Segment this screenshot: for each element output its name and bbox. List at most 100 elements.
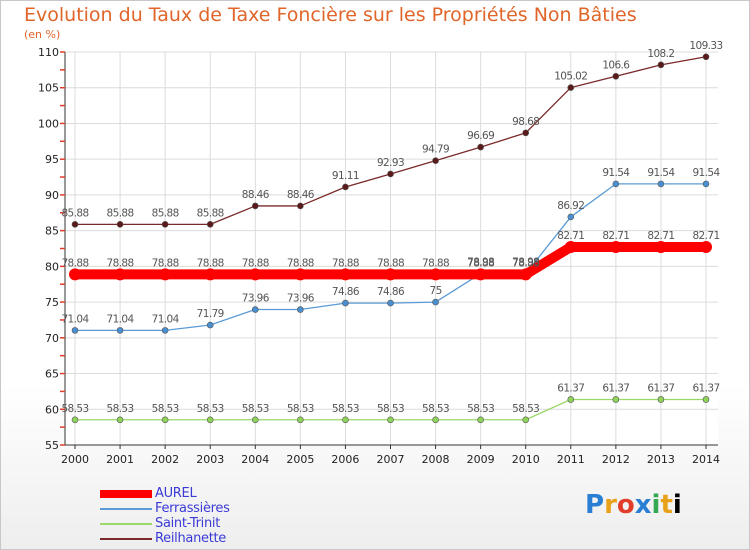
data-label: 92.93 <box>377 157 404 169</box>
data-label: 86.92 <box>557 200 584 212</box>
data-label: 85.88 <box>61 207 88 219</box>
data-point <box>702 180 710 188</box>
data-point <box>206 221 214 228</box>
data-label: 73.96 <box>287 293 315 305</box>
data-labels: 78.88 78.88 78.88 78.88 78.88 78.88 78.88 78.88… <box>61 40 723 415</box>
data-label: 71.79 <box>197 308 224 320</box>
data-point <box>159 268 172 281</box>
data-label: 78.88 <box>107 257 134 269</box>
data-point <box>429 268 442 281</box>
data-label: 88.46 <box>287 189 315 201</box>
data-point <box>251 416 259 424</box>
data-point <box>564 240 577 253</box>
data-label: 78.88 <box>287 257 314 269</box>
y-tick-label: 85 <box>45 225 59 238</box>
data-label: 91.11 <box>332 170 359 182</box>
data-point <box>251 306 259 313</box>
data-label: 91.54 <box>602 167 630 179</box>
x-tick-label: 2011 <box>557 453 585 466</box>
data-point <box>297 416 304 424</box>
data-point <box>251 202 259 210</box>
data-label: 82.71 <box>602 230 629 242</box>
data-label: 78.98 <box>467 257 494 269</box>
data-label: 74.86 <box>377 286 405 298</box>
y-tick-label: 105 <box>38 82 59 95</box>
data-point <box>342 299 349 307</box>
data-point <box>387 170 394 178</box>
axes: 55 60 65 70 75 80 85 90 95 100 105 110 2000 2001 2002 2… <box>38 46 720 466</box>
data-point <box>612 180 620 188</box>
x-tick-label: 2013 <box>647 453 675 466</box>
data-point <box>612 72 620 80</box>
data-label: 61.37 <box>602 382 629 394</box>
data-point <box>567 84 575 91</box>
data-label: 108.2 <box>647 48 674 60</box>
data-point <box>432 416 439 424</box>
series <box>69 53 712 424</box>
x-tick-label: 2008 <box>422 453 450 466</box>
x-tick-label: 2009 <box>467 453 495 466</box>
legend-label: Reilhanette <box>155 531 227 546</box>
x-tick-label: 2000 <box>61 453 89 466</box>
data-label: 71.04 <box>152 313 180 325</box>
x-tick-label: 2005 <box>286 453 314 466</box>
data-label: 58.53 <box>377 403 404 415</box>
data-label: 91.54 <box>692 167 720 179</box>
data-point <box>114 268 127 281</box>
x-tick-label: 2003 <box>196 453 224 466</box>
data-label: 94.79 <box>422 144 449 156</box>
y-tick-label: 60 <box>45 403 59 416</box>
y-tick-label: 75 <box>45 296 59 309</box>
data-label: 78.88 <box>332 257 359 269</box>
data-point <box>249 268 262 281</box>
x-tick-label: 2007 <box>377 453 405 466</box>
y-tick-label: 90 <box>45 189 59 202</box>
data-label: 74.86 <box>332 286 360 298</box>
data-label: 61.37 <box>647 382 674 394</box>
data-label: 78.88 <box>61 257 88 269</box>
unit-label: (en %) <box>24 28 61 41</box>
data-label: 58.53 <box>107 403 134 415</box>
data-label: 109.33 <box>689 40 722 52</box>
data-point <box>71 221 79 228</box>
data-label: 85.88 <box>107 207 134 219</box>
data-label: 85.88 <box>197 207 224 219</box>
data-label: 85.88 <box>152 207 179 219</box>
data-label: 91.54 <box>647 167 675 179</box>
legend-label: Saint-Trinit <box>155 516 220 531</box>
data-label: 96.69 <box>467 130 494 142</box>
y-tick-label: 65 <box>45 368 59 381</box>
data-point <box>384 268 397 281</box>
data-point <box>206 321 214 329</box>
legend-swatch <box>100 508 152 510</box>
data-label: 58.53 <box>197 403 224 415</box>
data-point <box>477 416 484 424</box>
data-label: 82.71 <box>692 230 719 242</box>
data-point <box>387 299 394 307</box>
data-point <box>116 416 124 424</box>
data-point <box>474 268 487 281</box>
data-point <box>297 306 304 313</box>
data-label: 78.88 <box>377 257 404 269</box>
data-point <box>161 327 169 334</box>
data-label: 105.02 <box>554 71 587 83</box>
legend-swatch <box>100 538 152 540</box>
data-point <box>161 416 169 424</box>
data-label: 98.68 <box>512 116 539 128</box>
data-point <box>342 183 349 191</box>
chart-title: Evolution du Taux de Taxe Foncière sur l… <box>24 4 637 26</box>
data-point <box>609 240 622 253</box>
legend-swatch <box>100 523 152 525</box>
data-point <box>339 268 352 281</box>
data-label: 75 <box>429 285 441 297</box>
data-label: 71.04 <box>61 313 89 325</box>
data-point <box>657 396 665 403</box>
data-label: 82.71 <box>647 230 674 242</box>
data-label: 58.53 <box>332 403 359 415</box>
data-label: 71.04 <box>107 313 135 325</box>
y-tick-label: 70 <box>45 332 59 345</box>
x-tick-label: 2001 <box>106 453 134 466</box>
data-label: 106.6 <box>602 59 630 71</box>
x-tick-label: 2004 <box>241 453 269 466</box>
data-point <box>387 416 394 424</box>
